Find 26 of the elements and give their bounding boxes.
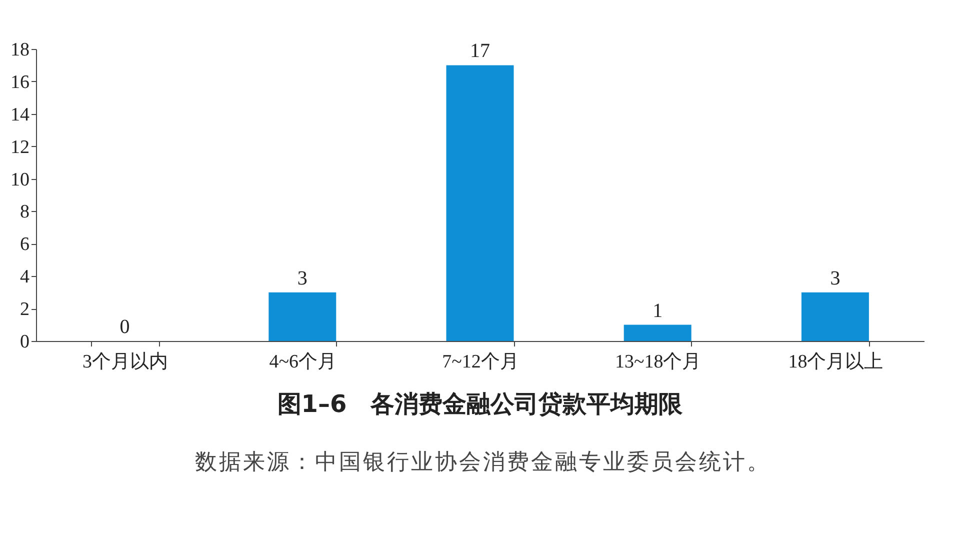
- data-label: 1: [652, 300, 663, 322]
- x-tick-label: 18个月以上: [788, 352, 884, 372]
- bar: [446, 65, 514, 341]
- text: 图1–6 各消费金融公司贷款平均期限: [277, 390, 684, 418]
- y-tick-label: 18: [10, 40, 30, 60]
- y-tick-label: 16: [10, 72, 30, 93]
- x-tick-label: 7~12个月: [442, 352, 519, 372]
- x-tick-label: 4~6个月: [269, 352, 337, 372]
- y-tick-label: 4: [20, 266, 30, 288]
- bar: [624, 324, 692, 341]
- y-tick-label: 14: [10, 104, 30, 126]
- y-tick-label: 2: [20, 299, 30, 320]
- data-label: 0: [120, 316, 130, 338]
- source-note: 数据来源：中国银行业协会消费金融专业委员会统计。: [194, 448, 772, 476]
- y-tick-label: 0: [20, 332, 30, 352]
- x-tick-label: 3个月以内: [82, 352, 168, 372]
- data-label: 17: [470, 40, 490, 62]
- y-tick-label: 6: [20, 234, 30, 256]
- bar: [801, 292, 869, 341]
- y-tick-label: 12: [10, 136, 30, 158]
- y-tick-label: 10: [10, 169, 30, 190]
- y-tick-label: 8: [20, 202, 30, 223]
- bar: [268, 292, 336, 341]
- data-label: 3: [297, 267, 308, 290]
- data-label: 3: [830, 267, 840, 290]
- x-tick-label: 13~18个月: [614, 352, 702, 372]
